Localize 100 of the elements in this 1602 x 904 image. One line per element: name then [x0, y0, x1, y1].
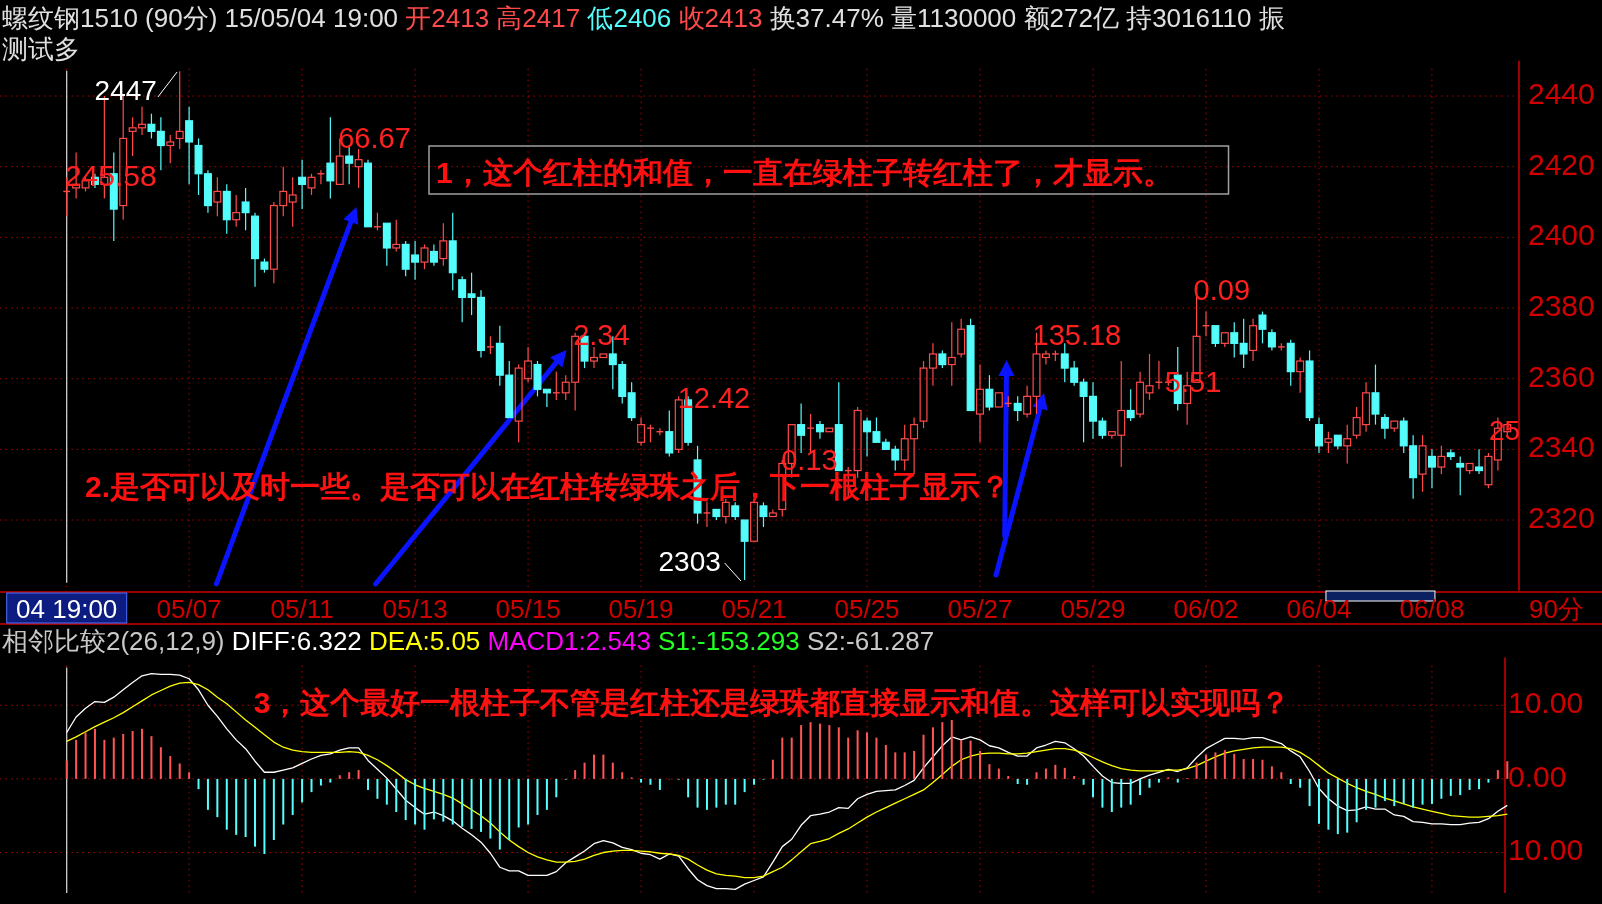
bar — [348, 772, 351, 779]
bar — [1346, 778, 1349, 833]
candlestick — [1427, 448, 1436, 489]
bar — [1336, 778, 1339, 835]
candlestick — [1267, 328, 1276, 352]
candlestick — [1249, 318, 1258, 362]
bar — [414, 778, 417, 825]
candlestick — [702, 501, 712, 528]
bar — [479, 778, 482, 832]
bar — [188, 772, 191, 779]
bar — [1327, 778, 1330, 830]
series-label: DIFF:6.322 — [231, 626, 370, 656]
bar — [1261, 759, 1264, 779]
candlestick — [637, 416, 646, 447]
bar — [150, 736, 153, 779]
bar — [93, 728, 96, 779]
bar — [753, 778, 756, 785]
bar — [1478, 778, 1481, 790]
candlestick — [1475, 448, 1484, 475]
bar — [282, 778, 285, 825]
bar — [1383, 778, 1386, 801]
bar — [1007, 775, 1010, 779]
x-tick-label: 05/11 — [270, 594, 334, 624]
bar — [884, 745, 887, 779]
annotation: 12.42 — [677, 382, 751, 414]
annotation: 2447 — [94, 75, 157, 106]
bar — [527, 778, 530, 825]
bar — [291, 778, 294, 815]
y-tick-label: 2400 — [1528, 218, 1595, 252]
bar — [301, 778, 304, 803]
bar — [1176, 778, 1179, 783]
bar — [206, 778, 209, 810]
bar — [574, 770, 577, 779]
bar — [640, 778, 643, 783]
bar — [866, 732, 869, 779]
bar — [169, 756, 172, 779]
bar — [790, 737, 793, 779]
annotation: 135.18 — [1032, 319, 1122, 351]
bar — [1421, 778, 1424, 805]
bar — [922, 734, 925, 779]
bar — [263, 778, 266, 854]
bar — [1073, 775, 1076, 779]
chart-subtitle: 测试多 — [2, 34, 80, 64]
bar — [451, 778, 454, 825]
bar — [847, 737, 850, 779]
bar — [1242, 759, 1245, 779]
bar — [461, 778, 464, 827]
x-tick-label: 05/07 — [156, 594, 222, 624]
candlestick — [251, 212, 260, 288]
bar — [385, 778, 388, 805]
x-tick-label: 06/04 — [1286, 594, 1352, 624]
bar — [1204, 754, 1207, 779]
candlestick — [298, 159, 307, 210]
bar — [734, 778, 737, 805]
bar — [979, 750, 982, 779]
bar — [1355, 778, 1358, 823]
chart-title: 相邻比较2(26,12,9) — [2, 626, 232, 656]
bar — [1082, 778, 1085, 785]
bar — [423, 778, 426, 830]
bar — [442, 778, 445, 822]
bar — [1506, 761, 1509, 779]
bar — [1026, 778, 1029, 785]
bar — [489, 778, 492, 839]
bar — [1412, 778, 1415, 808]
bar — [470, 778, 473, 829]
bar — [649, 778, 652, 785]
candlestick — [1296, 356, 1305, 394]
bar — [1449, 778, 1452, 796]
bar — [1035, 772, 1038, 779]
bar — [696, 778, 699, 808]
bar — [1308, 778, 1311, 807]
x-tick-label: 04 19:00 — [16, 594, 118, 624]
bar — [658, 778, 661, 790]
annotation: 0.09 — [1193, 274, 1251, 306]
bar — [997, 768, 1000, 779]
x-tick-label: 05/29 — [1060, 594, 1126, 624]
annotation: 1，这个红柱的和值，一直在绿柱子转红柱了，才显示。 — [436, 156, 1173, 189]
bar — [178, 763, 181, 779]
bar — [781, 737, 784, 779]
y-tick-label: 2340 — [1528, 430, 1595, 464]
bar — [1148, 778, 1151, 788]
annotation: 2.34 — [573, 319, 630, 351]
candlestick — [815, 420, 824, 440]
bar — [1402, 778, 1405, 804]
bar — [1233, 753, 1236, 779]
bar — [225, 778, 228, 830]
bar — [112, 737, 115, 779]
bar — [743, 778, 746, 793]
bar — [1223, 750, 1226, 779]
annotation: 2303 — [658, 546, 721, 577]
bar — [1063, 767, 1066, 779]
bar — [837, 727, 840, 779]
bar — [941, 722, 944, 779]
bar — [329, 778, 332, 783]
bar — [536, 778, 539, 815]
bar — [395, 778, 398, 813]
x-tick-label: 06/08 — [1399, 594, 1465, 624]
candlestick — [947, 321, 956, 387]
bar — [705, 778, 708, 810]
candlestick — [185, 106, 194, 185]
